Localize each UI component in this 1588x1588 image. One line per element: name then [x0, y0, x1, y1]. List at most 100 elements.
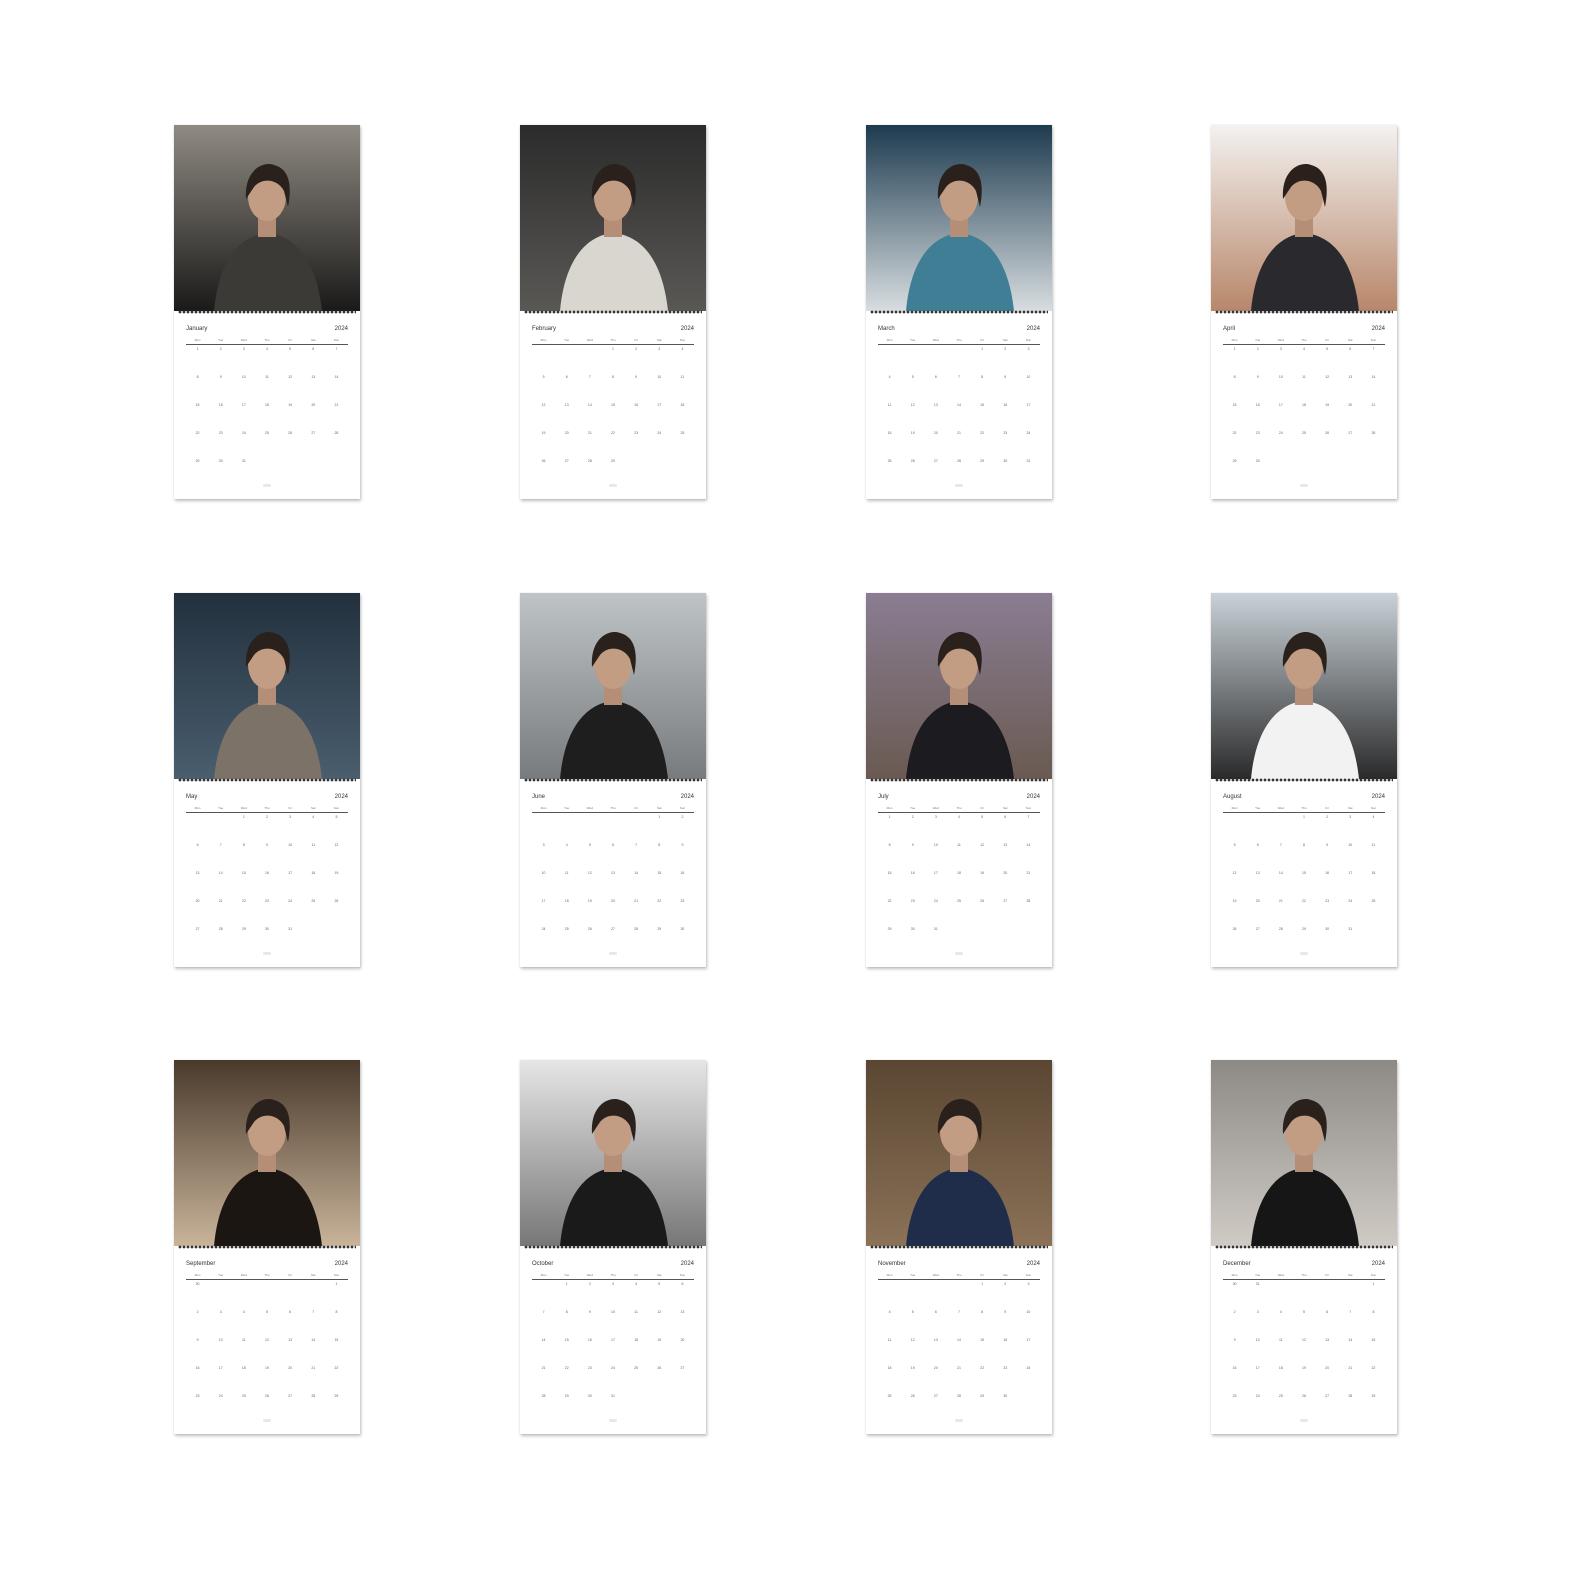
day-cell: 14 [587, 403, 592, 407]
day-cell: 15 [1371, 1338, 1376, 1342]
day-cell: 13 [1348, 375, 1353, 379]
day-cell: 18 [311, 871, 316, 875]
day-cell: 23 [910, 899, 915, 903]
day-cell: 1 [658, 815, 661, 819]
header-divider [1223, 1279, 1385, 1280]
day-cell: 29 [195, 459, 200, 463]
day-cell: 16 [195, 1366, 200, 1370]
weekday-label: Sat [311, 1273, 316, 1277]
month-photo [1211, 1060, 1397, 1246]
calendar-page-june: June 2024 Mon Tue Wed Thu Fri Sat Sun 1 2 3 4 5 6 7 8 9 10… [520, 593, 706, 967]
weekday-label: Thu [610, 338, 616, 342]
calendar-page-march: March 2024 Mon Tue Wed Thu Fri Sat Sun 1 2 3 4 5 6 7 8 9 1… [866, 125, 1052, 499]
day-cell: 23 [1325, 899, 1330, 903]
day-cell: 22 [657, 899, 662, 903]
day-cell [1269, 458, 1292, 486]
day-cell: 19 [265, 1366, 269, 1370]
day-cell: 15 [334, 1338, 339, 1342]
weekday-label: Fri [1325, 1273, 1329, 1277]
day-cell: 11 [957, 843, 961, 847]
portrait-illustration [866, 593, 1052, 779]
day-cell: 8 [1372, 1310, 1375, 1314]
year-label: 2024 [680, 794, 694, 800]
day-cell [1339, 1281, 1362, 1309]
day-cell: 24 [288, 899, 293, 903]
day-cell: 15 [1302, 871, 1306, 875]
day-cell: 4 [958, 815, 960, 819]
day-cell [209, 814, 232, 842]
calendar-page-january: January 2024 Mon Tue Wed Thu Fri Sat Sun 1 2 3 4 5 6 7 8… [174, 125, 360, 499]
day-cell: 22 [334, 1366, 339, 1370]
day-cell: 22 [241, 899, 246, 903]
day-cell: 4 [1303, 347, 1305, 351]
weekday-label: Wed [932, 1273, 939, 1277]
day-cell: 3 [1349, 815, 1352, 819]
portrait-illustration [174, 125, 360, 311]
day-cell: 7 [1372, 347, 1375, 351]
day-cell: 1 [981, 347, 984, 351]
day-cell [209, 1281, 232, 1309]
day-cell: 10 [933, 843, 938, 847]
weekday-label: Sun [333, 806, 340, 810]
calendar-page-september: September 2024 Mon Tue Wed Thu Fri Sat Sun 30 1 2 3 4… [174, 1060, 360, 1434]
weekday-label: Thu [956, 1273, 962, 1277]
header-divider [878, 1279, 1040, 1280]
day-cell: 4 [312, 815, 315, 819]
day-cell: 14 [218, 871, 223, 875]
day-cell: 1 [242, 815, 245, 819]
footer-mark [609, 484, 617, 487]
day-cell [901, 346, 924, 374]
weekday-label: Mon [886, 806, 893, 810]
day-cell: 25 [887, 1394, 892, 1398]
day-cell: 13 [311, 375, 316, 379]
month-photo [520, 1060, 706, 1246]
weekday-label: Sat [657, 806, 662, 810]
header-divider [1223, 344, 1385, 345]
day-cell: 5 [266, 1310, 268, 1314]
weekday-label: Wed [586, 338, 593, 342]
weekday-label: Mon [1231, 338, 1238, 342]
day-cell: 30 [1003, 459, 1008, 463]
calendar-page-may: May 2024 Mon Tue Wed Thu Fri Sat Sun 1 2 3 4 5 6 7 8 9 10 1… [174, 593, 360, 967]
day-grid: 1 2 3 4 5 6 7 8 9 10 11 12 13 14 15 16 17 18 19 20 21 22 23 24 2… [878, 346, 1040, 486]
day-cell: 12 [1325, 375, 1330, 379]
day-cell: 26 [334, 899, 339, 903]
day-cell: 6 [1326, 1310, 1329, 1314]
day-cell [625, 1393, 648, 1421]
day-cell: 13 [1325, 1338, 1330, 1342]
day-cell: 6 [289, 1310, 292, 1314]
day-cell: 19 [1232, 899, 1237, 903]
weekday-header: Mon Tue Wed Thu Fri Sat Sun [1223, 338, 1385, 343]
day-cell: 19 [910, 431, 915, 435]
weekday-label: Tue [564, 338, 570, 342]
day-cell: 21 [1026, 871, 1031, 875]
header-divider [1223, 812, 1385, 813]
day-cell: 17 [611, 1338, 615, 1342]
footer-mark [263, 1419, 271, 1422]
day-cell: 10 [1255, 1338, 1260, 1342]
day-cell: 26 [910, 1394, 915, 1398]
day-cell: 4 [1279, 1310, 1282, 1314]
day-cell: 29 [1302, 927, 1306, 931]
weekday-header: Mon Tue Wed Thu Fri Sat Sun [532, 1273, 694, 1278]
day-cell: 3 [934, 815, 937, 819]
day-cell: 8 [1303, 843, 1305, 847]
footer-mark [1300, 1419, 1308, 1422]
day-cell: 11 [1371, 843, 1376, 847]
day-cell: 28 [634, 927, 639, 931]
calendar-page-december: December 2024 Mon Tue Wed Thu Fri Sat Sun 30 31 1 2 3… [1211, 1060, 1397, 1434]
weekday-label: Wed [240, 1273, 247, 1277]
day-cell: 16 [910, 871, 915, 875]
weekday-label: Sat [1003, 338, 1008, 342]
day-cell: 16 [634, 403, 639, 407]
day-cell: 31 [1348, 927, 1353, 931]
day-cell: 8 [565, 1310, 568, 1314]
day-cell: 7 [958, 375, 960, 379]
day-cell: 19 [288, 403, 293, 407]
day-cell: 17 [241, 403, 246, 407]
day-cell: 13 [611, 871, 615, 875]
weekday-header: Mon Tue Wed Thu Fri Sat Sun [1223, 806, 1385, 811]
day-cell: 29 [657, 927, 662, 931]
day-cell: 8 [658, 843, 661, 847]
portrait-illustration [1211, 1060, 1397, 1246]
